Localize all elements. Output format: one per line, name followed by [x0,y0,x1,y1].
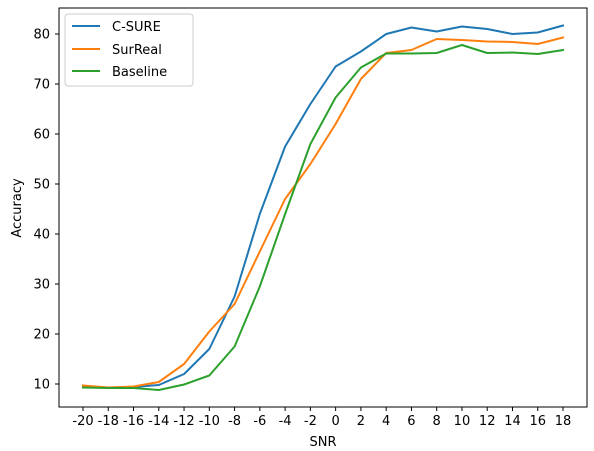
y-tick-label: 40 [33,228,50,243]
x-axis-ticks: -20 -18 -16 -14 -12 -10 -8 -6 -4 -2 0 2 4 6 8 10 12 14 16 1… [72,407,571,429]
series-line-c-sure [81,24,565,389]
x-tick-label: 4 [382,414,390,429]
x-tick-label: -6 [253,414,266,429]
x-tick-label: -20 [72,414,93,429]
x-tick-label: -16 [123,414,144,429]
x-tick-label: 18 [555,414,572,429]
x-tick-label: -10 [199,414,220,429]
y-axis-ticks: 10 20 30 40 50 60 70 80 [33,28,59,393]
legend: C-SURE SurReal Baseline [64,13,194,87]
y-axis-label: Accuracy [10,178,25,238]
y-tick-label: 60 [33,128,50,143]
x-tick-label: -12 [173,414,194,429]
y-tick-label: 80 [33,28,50,43]
legend-label-surreal: SurReal [112,43,162,58]
y-tick-label: 30 [33,278,50,293]
x-tick-label: -2 [304,414,317,429]
x-tick-label: 12 [479,414,496,429]
x-tick-label: 8 [433,414,441,429]
legend-label-c-sure: C-SURE [112,20,161,35]
x-tick-label: 10 [454,414,471,429]
x-tick-label: -18 [98,414,119,429]
series-line-baseline [81,44,565,391]
y-tick-label: 20 [33,328,50,343]
legend-box [64,13,194,87]
series-line-surreal [81,36,565,389]
plot-area [58,7,588,408]
legend-item-surreal: SurReal [72,43,162,58]
x-axis-label: SNR [309,435,336,450]
series-layer [81,24,565,391]
legend-label-baseline: Baseline [112,65,167,80]
legend-item-c-sure: C-SURE [72,20,161,35]
x-tick-label: 6 [407,414,415,429]
x-tick-label: 14 [504,414,521,429]
y-tick-label: 70 [33,78,50,93]
x-tick-label: -4 [279,414,292,429]
x-tick-label: 2 [357,414,365,429]
x-tick-label: 16 [529,414,546,429]
y-tick-label: 10 [33,378,50,393]
x-tick-label: -8 [228,414,241,429]
x-tick-label: 0 [331,414,339,429]
legend-item-baseline: Baseline [72,65,167,80]
x-tick-label: -14 [148,414,169,429]
y-tick-label: 50 [33,178,50,193]
